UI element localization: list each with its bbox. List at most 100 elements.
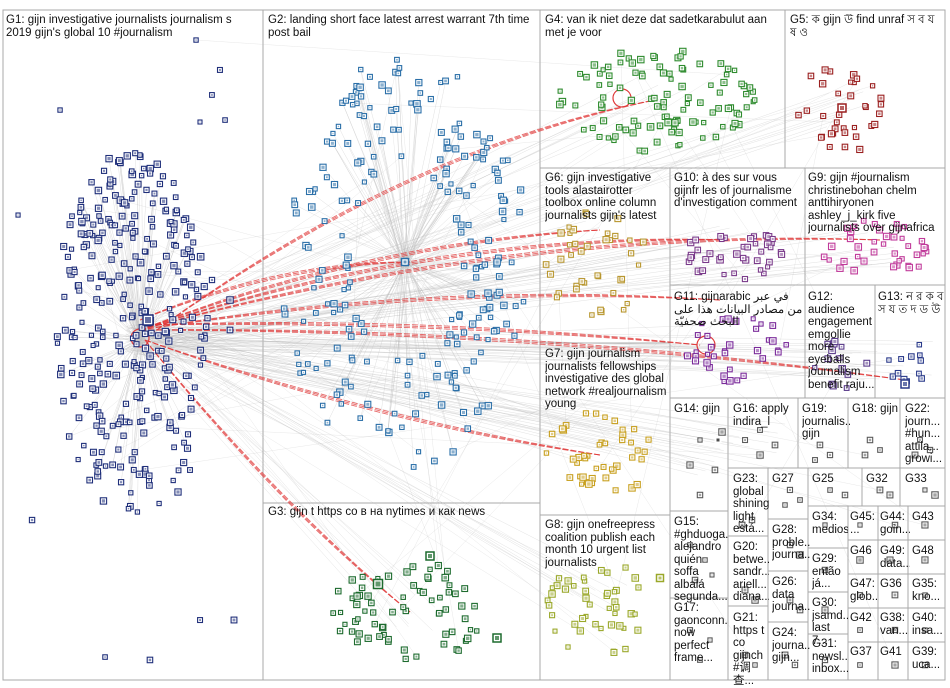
node-fill [111, 280, 113, 282]
node-fill [360, 586, 364, 589]
node-fill [398, 67, 401, 69]
node-fill [327, 303, 329, 305]
node-fill [350, 630, 354, 633]
edge [136, 345, 623, 433]
node-fill [873, 241, 875, 243]
node-fill [609, 623, 614, 627]
node-fill [458, 122, 461, 125]
node-fill [90, 334, 92, 336]
node-fill [559, 231, 563, 235]
node-fill [418, 590, 421, 592]
node-fill [172, 222, 176, 226]
node-fill [500, 195, 502, 197]
edge [363, 265, 407, 332]
node-fill [755, 349, 760, 353]
node-fill [842, 259, 846, 263]
node-fill [186, 234, 188, 237]
node-fill [474, 267, 478, 270]
node-fill [202, 357, 205, 359]
node-fill [317, 277, 321, 281]
group-label-g20: G20: betwe... sandr... ariell... diana..… [733, 541, 769, 603]
node-fill [118, 198, 123, 202]
edge [97, 344, 139, 367]
group-label-g48: G48 [912, 545, 934, 557]
node-fill [558, 102, 562, 107]
node-fill [544, 263, 548, 266]
node-fill [183, 441, 185, 444]
node-fill [831, 384, 835, 388]
node-fill [652, 54, 655, 57]
node-fill [97, 287, 99, 289]
node-fill [621, 438, 624, 442]
node-fill [769, 246, 772, 249]
node-fill [355, 602, 359, 607]
group-label-g5: G5: ক gijn উ find unraf স ব য ষ ও [790, 14, 935, 39]
node-fill [493, 167, 497, 171]
node-fill [469, 292, 473, 296]
node-fill [73, 394, 75, 397]
node-fill [143, 332, 147, 335]
node-fill [80, 374, 83, 376]
hub-node-fill [375, 581, 381, 587]
node-fill [79, 206, 83, 209]
node-fill [471, 322, 475, 326]
edge [140, 102, 626, 339]
group-label-g45: G45: ... [850, 511, 875, 536]
edge [139, 344, 171, 428]
edge [376, 126, 408, 260]
node-fill [202, 285, 206, 289]
group-label-g47: G47: glob... [850, 578, 878, 603]
node-fill [184, 296, 186, 298]
node-fill [751, 90, 754, 93]
edge [153, 96, 652, 335]
node-fill [123, 293, 125, 295]
node-fill [486, 291, 490, 295]
node-fill [454, 386, 457, 389]
node-fill [745, 106, 748, 109]
node-fill [641, 240, 645, 244]
node-fill [377, 425, 381, 429]
node-fill [95, 343, 98, 345]
node-fill [340, 611, 342, 613]
node-fill [190, 315, 194, 319]
node-fill [924, 489, 926, 491]
node-fill [358, 114, 361, 116]
node-fill [560, 427, 564, 431]
node-fill [615, 606, 618, 609]
node-fill [135, 395, 139, 398]
node-fill [631, 131, 635, 135]
highlight-edge [149, 99, 656, 336]
node-fill [613, 419, 616, 423]
edge [142, 345, 899, 354]
node-fill [722, 126, 724, 128]
node-fill [412, 466, 415, 468]
node-fill [211, 94, 213, 96]
node-fill [439, 403, 444, 407]
node-fill [465, 369, 468, 372]
node-fill [358, 85, 362, 89]
node-fill [395, 108, 398, 110]
node-fill [705, 361, 709, 365]
node-fill [735, 252, 739, 256]
node-fill [636, 449, 639, 452]
node-fill [446, 373, 450, 377]
node-fill [838, 266, 842, 270]
edge [148, 232, 868, 340]
node-fill [323, 220, 326, 222]
group-label-g21: G21: https t co gijnch #调查... [733, 612, 765, 687]
node-fill [487, 239, 490, 242]
node-fill [180, 329, 182, 331]
node-fill [728, 343, 732, 347]
edge [150, 340, 857, 376]
node-fill [80, 219, 84, 224]
node-fill [632, 119, 636, 123]
node-fill [294, 211, 298, 215]
edge [371, 171, 402, 264]
node-fill [848, 237, 852, 241]
node-fill [704, 559, 706, 561]
edge [405, 260, 477, 338]
node-fill [656, 105, 659, 108]
node-fill [763, 272, 765, 275]
node-fill [798, 608, 802, 612]
node-fill [360, 68, 362, 71]
